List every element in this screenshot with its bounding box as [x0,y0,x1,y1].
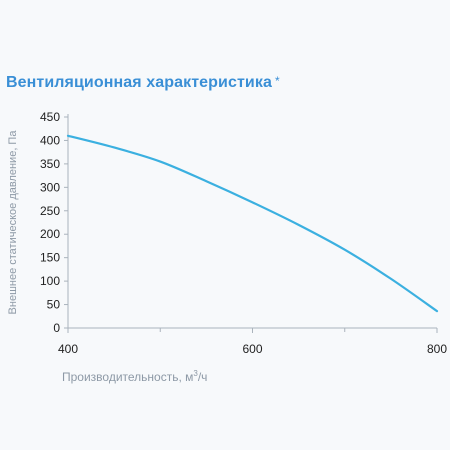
y-tick-label: 200 [40,227,60,241]
y-tick-label: 400 [40,133,60,147]
x-tick-label: 600 [242,342,262,356]
x-tick-label: 800 [427,342,447,356]
series-line [66,134,439,313]
y-tick-label: 150 [40,251,60,265]
y-tick-label: 300 [40,180,60,194]
y-tick-label: 350 [40,157,60,171]
y-tick-label: 100 [40,274,60,288]
x-axis-label-suffix: /ч [197,370,208,384]
x-axis-label-sup: 3 [193,369,198,378]
y-tick-label: 250 [40,204,60,218]
chart-title: Вентиляционная характеристика * [6,74,280,92]
chart-title-footnote-mark: * [274,74,280,88]
y-tick-label: 50 [47,298,61,312]
y-tick-label: 0 [53,321,60,335]
x-axis-label: Производительность, м3/ч [62,369,207,384]
y-tick-label: 450 [40,110,60,124]
y-axis-label: Внешнее статическое давление, Па [7,130,19,315]
chart-title-text: Вентиляционная характеристика [6,74,272,91]
x-axis-label-text: Производительность, м [62,370,194,384]
x-tick-label: 400 [58,342,78,356]
